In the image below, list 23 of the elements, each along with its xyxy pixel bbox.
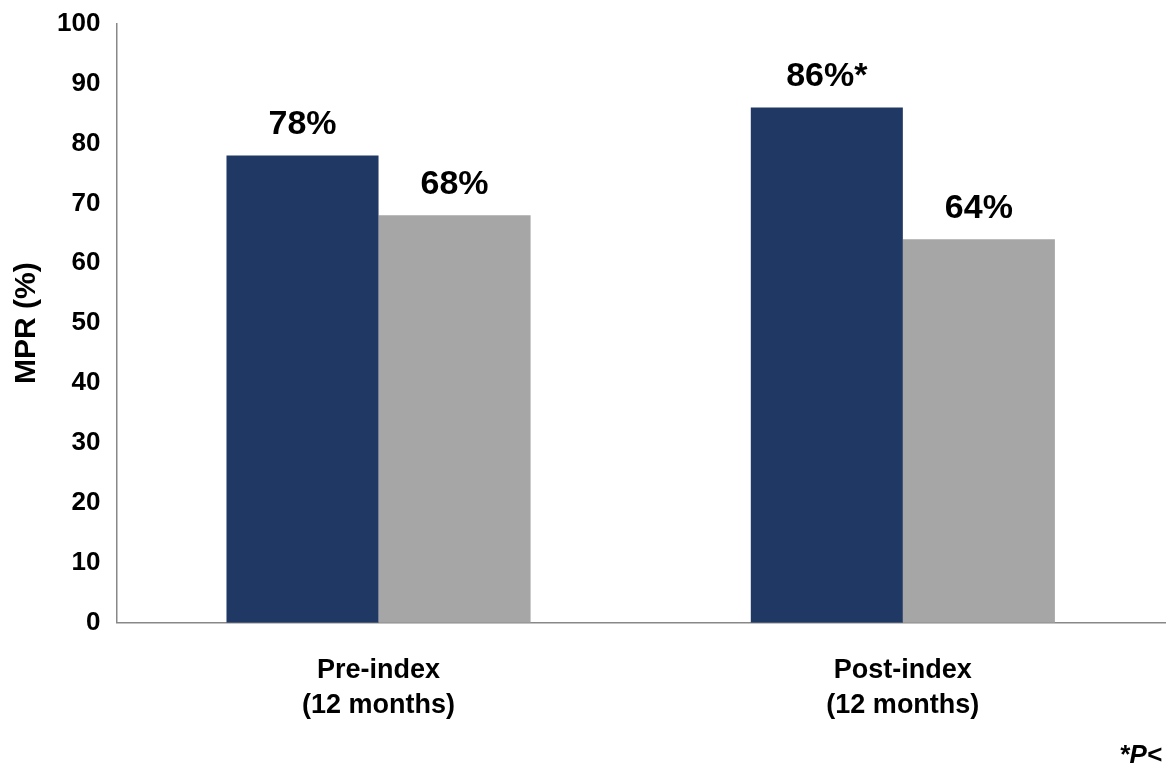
data-label: 86%* [786,54,869,93]
bar [750,107,903,623]
y-tick-label: 30 [71,426,101,457]
y-tick-label: 50 [71,306,101,337]
bar [378,215,531,623]
y-axis-title: MPR (%) [8,262,42,385]
y-tick-label: 10 [71,546,101,577]
x-tick-label: Pre-index (12 months) [302,653,456,719]
x-tick-label: Post-index (12 months) [826,653,980,719]
y-tick-label: 90 [71,66,101,97]
data-label: 78% [268,102,337,141]
text: *P< [1119,739,1162,770]
bar [902,239,1055,623]
y-tick-label: 40 [71,366,101,397]
bar [226,155,379,623]
data-label: 68% [420,162,489,201]
y-tick-label: 100 [56,6,101,37]
data-label: 64% [944,186,1013,225]
y-tick-label: 80 [71,126,101,157]
y-tick-label: 60 [71,246,101,277]
y-tick-label: 20 [71,486,101,517]
y-tick-label: 70 [71,186,101,217]
y-tick-label: 0 [85,605,101,636]
